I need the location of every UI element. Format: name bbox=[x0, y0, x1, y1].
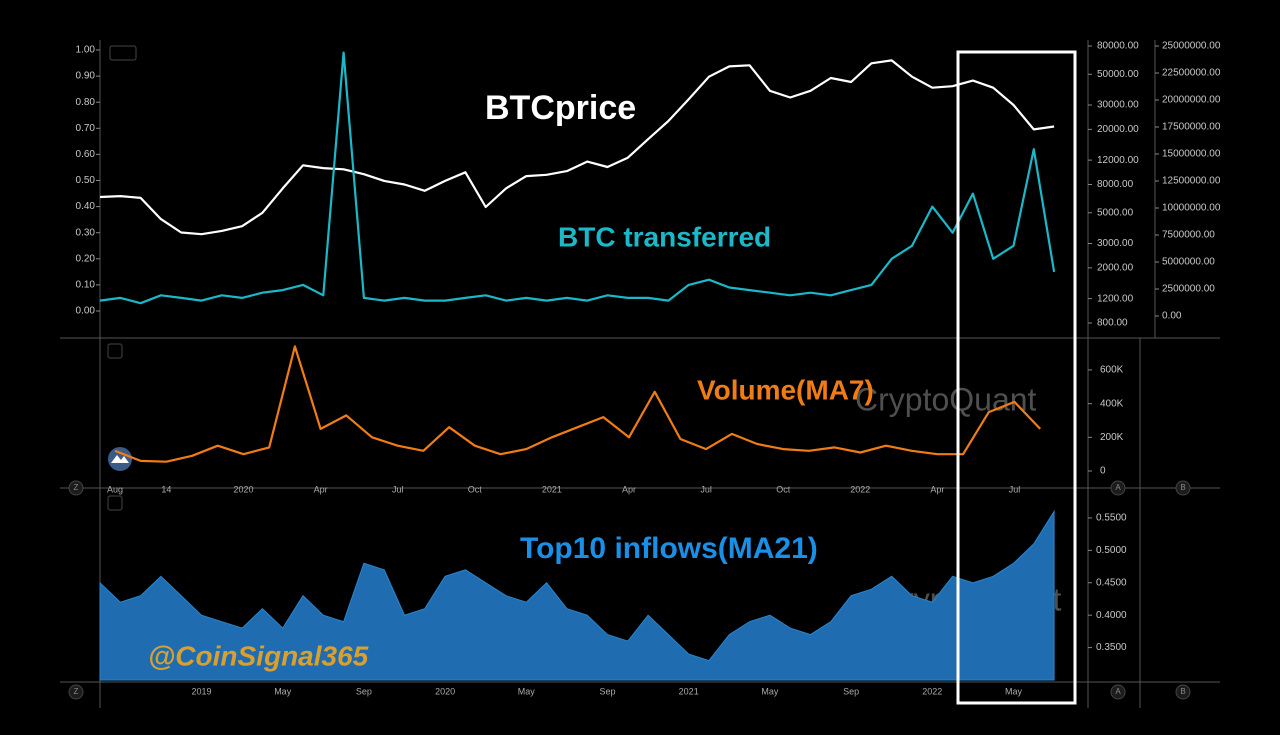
y-tick-label: 0.70 bbox=[76, 123, 96, 134]
axis-button-label: B bbox=[1180, 483, 1185, 492]
axis-button[interactable] bbox=[1175, 684, 1191, 700]
axis-button-label: Z bbox=[74, 687, 79, 696]
y-tick-label: 22500000.00 bbox=[1162, 68, 1221, 79]
x-tick-label: 2022 bbox=[922, 686, 942, 696]
y-tick-label: 50000.00 bbox=[1097, 69, 1139, 80]
x-tick-label: May bbox=[274, 686, 292, 696]
axis-button-label: A bbox=[1115, 687, 1121, 696]
y-tick-label: 5000.00 bbox=[1097, 207, 1134, 218]
axis-button[interactable] bbox=[1110, 480, 1126, 496]
y-tick-label: 0.5000 bbox=[1096, 545, 1127, 556]
x-tick-label: Apr bbox=[622, 484, 636, 494]
x-tick-label: Oct bbox=[468, 484, 483, 494]
y-tick-label: 3000.00 bbox=[1097, 238, 1134, 249]
x-tick-label: May bbox=[761, 686, 779, 696]
series-area bbox=[99, 509, 1055, 681]
y-tick-label: 0.4500 bbox=[1096, 577, 1127, 588]
y-tick-label: 80000.00 bbox=[1097, 41, 1139, 52]
y-tick-label: 0.40 bbox=[76, 201, 96, 212]
y-tick-label: 30000.00 bbox=[1097, 100, 1139, 111]
plots: 0.00 0.10 0.20 0.30 0.40 0.50 0.60 0.70 0.80 0.90… bbox=[68, 41, 1221, 700]
x-tick-label: Sep bbox=[599, 686, 615, 696]
watermark: CryptoQuant bbox=[855, 381, 1037, 417]
x-tick-label: 2019 bbox=[191, 686, 211, 696]
series-line bbox=[114, 345, 1041, 463]
y-tick-label: 0.90 bbox=[76, 71, 96, 82]
y-tick-label: 15000000.00 bbox=[1162, 149, 1221, 160]
y-tick-label: 12500000.00 bbox=[1162, 176, 1221, 187]
axis-button-label: Z bbox=[74, 483, 79, 492]
y-tick-label: 25000000.00 bbox=[1162, 41, 1221, 52]
y-tick-label: 1200.00 bbox=[1097, 293, 1134, 304]
axis-button[interactable] bbox=[1175, 480, 1191, 496]
series-label: Top10 inflows(MA21) bbox=[520, 532, 818, 565]
highlight-box bbox=[956, 50, 1077, 705]
x-tick-label: 2021 bbox=[542, 484, 562, 494]
y-tick-label: 0.30 bbox=[76, 227, 96, 238]
panel-toggle[interactable] bbox=[107, 343, 123, 359]
series-label: BTCprice bbox=[485, 89, 636, 127]
x-tick-label: Sep bbox=[356, 686, 372, 696]
y-tick-label: 20000000.00 bbox=[1162, 95, 1221, 106]
series-label: BTC transferred bbox=[558, 221, 771, 252]
axis-button[interactable] bbox=[1110, 684, 1126, 700]
y-tick-label: 800.00 bbox=[1097, 318, 1128, 329]
x-tick-label: Sep bbox=[843, 686, 859, 696]
y-tick-label: 8000.00 bbox=[1097, 179, 1134, 190]
y-tick-label: 20000.00 bbox=[1097, 124, 1139, 135]
y-tick-label: 0.20 bbox=[76, 253, 96, 264]
y-tick-label: 400K bbox=[1100, 398, 1124, 409]
axis-button[interactable] bbox=[68, 684, 84, 700]
x-tick-label: Oct bbox=[776, 484, 791, 494]
series-line bbox=[99, 51, 1056, 305]
y-tick-label: 0 bbox=[1100, 466, 1106, 477]
x-tick-label: Apr bbox=[314, 484, 328, 494]
x-tick-label: Jul bbox=[1009, 484, 1021, 494]
y-tick-label: 0.10 bbox=[76, 280, 96, 291]
credit: @CoinSignal365 bbox=[148, 640, 369, 671]
x-tick-label: 2020 bbox=[435, 686, 455, 696]
x-tick-label: Aug bbox=[107, 484, 123, 494]
y-tick-label: 0.80 bbox=[76, 97, 96, 108]
axis-button-label: B bbox=[1180, 687, 1185, 696]
y-tick-label: 0.3500 bbox=[1096, 642, 1127, 653]
y-tick-label: 0.5500 bbox=[1096, 513, 1127, 524]
x-tick-label: May bbox=[518, 686, 536, 696]
series-label: Volume(MA7) bbox=[697, 374, 874, 405]
y-tick-label: 17500000.00 bbox=[1162, 122, 1221, 133]
y-tick-label: 1.00 bbox=[76, 45, 96, 56]
x-tick-label: Apr bbox=[930, 484, 944, 494]
panel-toggle[interactable] bbox=[109, 45, 137, 61]
axis-button[interactable] bbox=[68, 480, 84, 496]
y-tick-label: 10000000.00 bbox=[1162, 203, 1221, 214]
y-tick-label: 0.00 bbox=[76, 306, 96, 317]
x-tick-label: Jul bbox=[700, 484, 712, 494]
x-tick-label: May bbox=[1005, 686, 1023, 696]
y-tick-label: 200K bbox=[1100, 432, 1124, 443]
axis-button-label: A bbox=[1115, 483, 1121, 492]
x-tick-label: 2022 bbox=[850, 484, 870, 494]
x-tick-label: Jul bbox=[392, 484, 404, 494]
y-tick-label: 12000.00 bbox=[1097, 155, 1139, 166]
y-tick-label: 0.00 bbox=[1162, 311, 1182, 322]
series-line bbox=[99, 59, 1055, 236]
y-tick-label: 2000.00 bbox=[1097, 263, 1134, 274]
y-tick-label: 5000000.00 bbox=[1162, 257, 1215, 268]
x-tick-label: 14 bbox=[161, 484, 171, 494]
y-tick-label: 2500000.00 bbox=[1162, 284, 1215, 295]
y-tick-label: 0.50 bbox=[76, 175, 96, 186]
y-tick-label: 0.4000 bbox=[1096, 610, 1127, 621]
panel-toggle[interactable] bbox=[107, 495, 123, 511]
y-tick-label: 7500000.00 bbox=[1162, 230, 1215, 241]
y-tick-label: 0.60 bbox=[76, 149, 96, 160]
y-tick-label: 600K bbox=[1100, 365, 1124, 376]
x-tick-label: 2021 bbox=[679, 686, 699, 696]
logo-glyph bbox=[111, 455, 129, 463]
x-tick-label: 2020 bbox=[233, 484, 253, 494]
